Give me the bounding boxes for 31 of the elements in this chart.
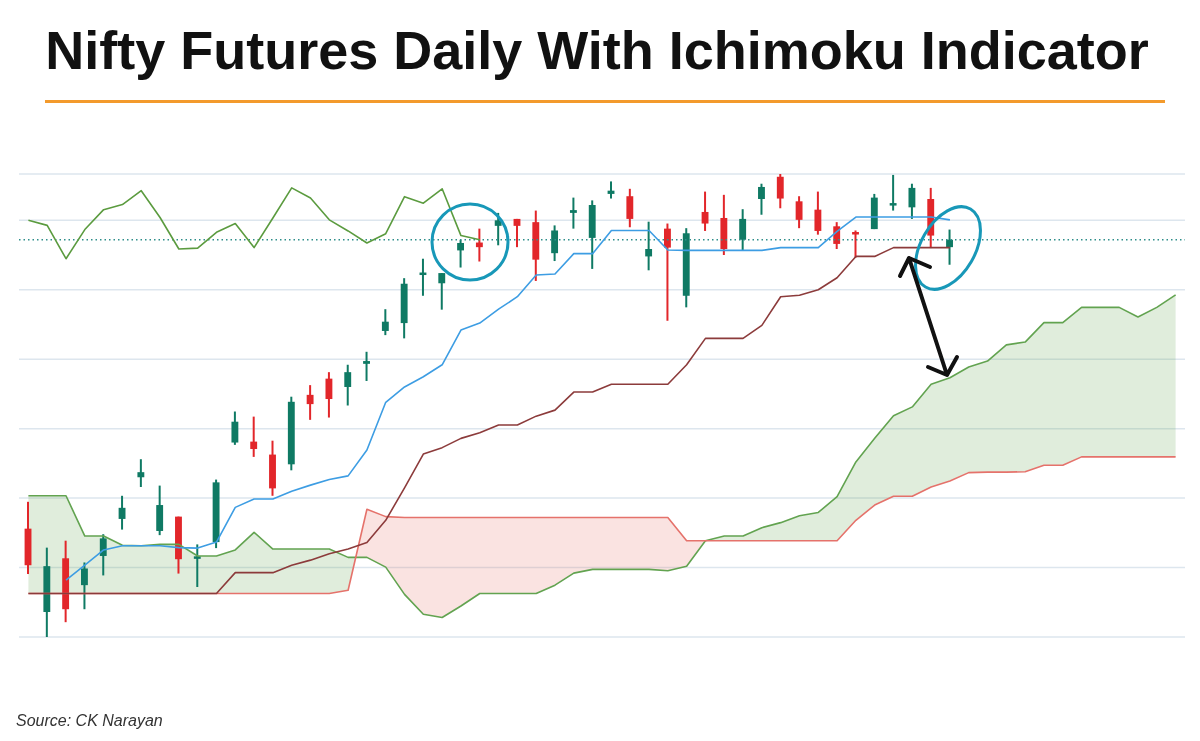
candlestick bbox=[946, 228, 953, 266]
candlestick bbox=[193, 543, 201, 588]
candlestick bbox=[99, 533, 107, 577]
candlestick bbox=[306, 384, 314, 421]
source-note: Source: CK Narayan bbox=[16, 711, 163, 731]
candlestick bbox=[250, 415, 258, 458]
candlestick bbox=[852, 229, 859, 259]
candlestick bbox=[664, 222, 671, 322]
candlestick bbox=[889, 174, 897, 212]
candlestick bbox=[569, 196, 577, 230]
candlestick bbox=[626, 187, 634, 229]
candlestick bbox=[776, 174, 784, 210]
candlestick bbox=[325, 371, 333, 419]
candlestick bbox=[344, 363, 352, 407]
chart-title: Nifty Futures Daily With Ichimoku Indicator bbox=[45, 20, 1149, 80]
candlestick bbox=[551, 224, 559, 263]
candlestick bbox=[231, 410, 239, 446]
candlestick bbox=[645, 220, 653, 272]
candlestick bbox=[137, 458, 145, 488]
candlestick bbox=[795, 195, 803, 230]
candlestick bbox=[381, 308, 389, 337]
candlestick bbox=[363, 350, 370, 382]
candlestick bbox=[814, 190, 822, 236]
candlestick bbox=[758, 182, 765, 216]
candlestick bbox=[81, 561, 88, 611]
candlestick bbox=[438, 272, 446, 311]
candlestick bbox=[908, 182, 916, 220]
candlestick bbox=[701, 190, 709, 232]
candlestick bbox=[739, 208, 747, 252]
candlestick bbox=[457, 238, 464, 269]
candlestick bbox=[494, 211, 502, 247]
